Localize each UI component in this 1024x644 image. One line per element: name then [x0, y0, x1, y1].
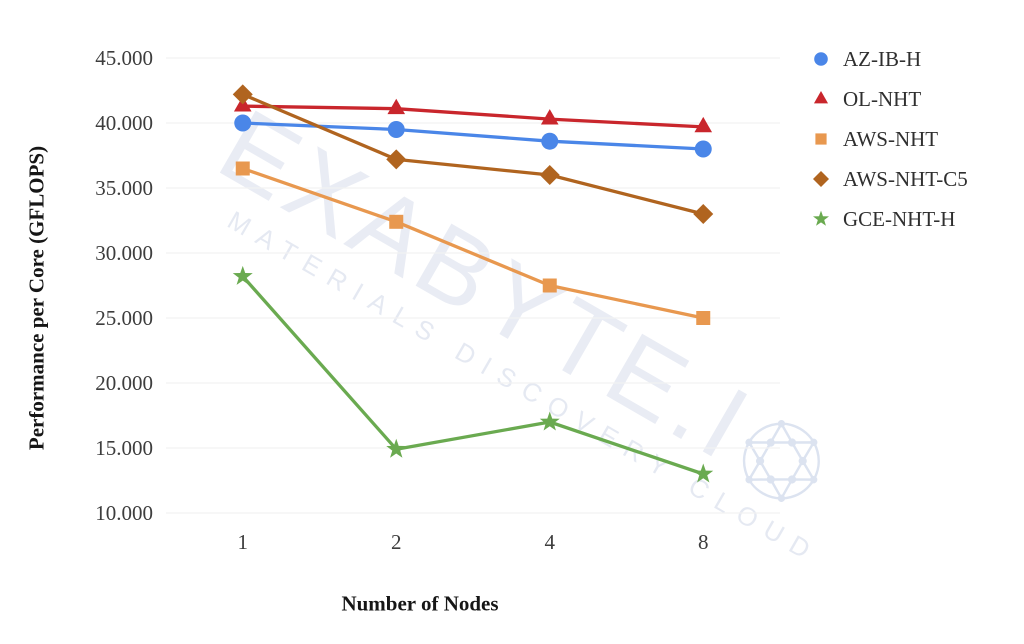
x-tick-label: 2	[391, 530, 402, 554]
data-point-AWS-NHT-C5-8	[693, 204, 714, 224]
data-point-OL-NHT-4	[540, 109, 559, 125]
y-tick-label: 15.000	[95, 436, 153, 460]
data-point-GCE-NHT-H-1	[232, 265, 253, 285]
legend-label: AWS-NHT-C5	[843, 167, 968, 191]
legend: AZ-IB-H OL-NHT AWS-NHT AWS-NHT-C5 GCE-NHT-H	[810, 46, 968, 232]
data-point-GCE-NHT-H-4	[539, 411, 560, 431]
y-tick-label: 25.000	[95, 306, 153, 330]
legend-label: OL-NHT	[843, 87, 922, 111]
data-point-AWS-NHT-4	[542, 278, 557, 293]
legend-item-OL-NHT: OL-NHT	[810, 86, 968, 112]
data-point-AWS-NHT-8	[696, 311, 711, 325]
legend-item-AWS-NHT: AWS-NHT	[810, 126, 968, 152]
y-tick-label: 40.000	[95, 111, 153, 135]
y-tick-label: 30.000	[95, 241, 153, 265]
data-point-OL-NHT-2	[387, 98, 406, 115]
series-line-AWS-NHT-C5	[241, 92, 705, 216]
y-tick-label: 10.000	[95, 501, 153, 525]
data-point-AWS-NHT-1	[235, 161, 250, 176]
series-line-AWS-NHT	[241, 166, 705, 320]
x-tick-label: 4	[545, 530, 556, 554]
legend-item-AZ-IB-H: AZ-IB-H	[810, 46, 968, 72]
data-point-AZ-IB-H-2	[387, 121, 405, 138]
y-tick-label: 45.000	[95, 46, 153, 70]
data-point-AZ-IB-H-1	[234, 114, 252, 132]
x-tick-label: 8	[698, 530, 709, 554]
data-point-AWS-NHT-C5-4	[539, 165, 560, 185]
data-point-OL-NHT-8	[694, 116, 713, 133]
square-marker-icon	[815, 133, 827, 145]
series-line-AZ-IB-H	[241, 121, 705, 151]
triangle-marker-icon	[813, 91, 829, 104]
data-point-AWS-NHT-C5-2	[386, 149, 407, 170]
data-point-AWS-NHT-2	[389, 214, 404, 229]
legend-item-AWS-NHT-C5: AWS-NHT-C5	[810, 166, 968, 192]
data-point-GCE-NHT-H-2	[386, 438, 407, 458]
data-point-AWS-NHT-C5-1	[232, 84, 253, 105]
series-line-GCE-NHT-H	[241, 274, 705, 476]
y-tick-label: 35.000	[95, 176, 153, 200]
legend-item-GCE-NHT-H: GCE-NHT-H	[810, 206, 968, 232]
diamond-marker-icon	[813, 171, 829, 187]
series-line-OL-NHT	[241, 104, 705, 129]
legend-label: AZ-IB-H	[843, 47, 922, 71]
x-axis-title: Number of Nodes	[341, 591, 499, 616]
data-point-GCE-NHT-H-8	[693, 463, 714, 483]
y-tick-label: 20.000	[95, 371, 153, 395]
y-axis-title: Performance per Core (GFLOPS)	[24, 145, 49, 451]
circle-marker-icon	[814, 52, 828, 66]
legend-label: GCE-NHT-H	[843, 207, 956, 231]
legend-label: AWS-NHT	[843, 127, 939, 151]
data-point-AZ-IB-H-4	[541, 132, 559, 150]
x-tick-label: 1	[238, 530, 249, 554]
star-marker-icon	[813, 210, 829, 226]
data-point-AZ-IB-H-8	[694, 140, 712, 158]
